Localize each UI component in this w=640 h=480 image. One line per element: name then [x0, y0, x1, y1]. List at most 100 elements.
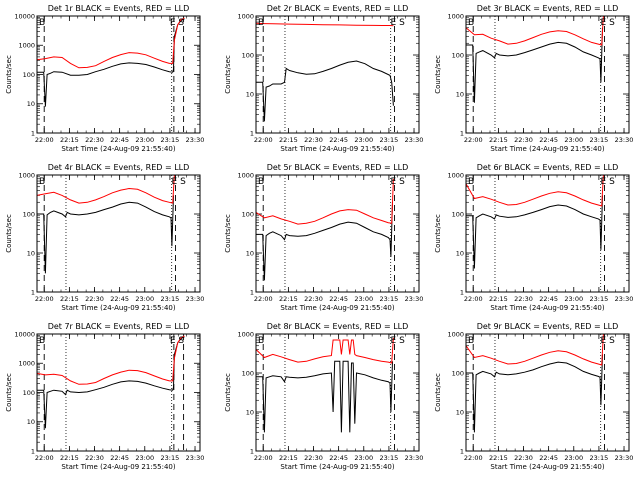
x-tick-label: 23:30	[405, 454, 424, 462]
y-tick-label: 1	[250, 288, 254, 296]
marker-start-label: B	[39, 177, 45, 187]
x-tick-label: 22:15	[489, 295, 508, 303]
marker-start-label: B	[39, 336, 45, 346]
panel-9: Det 9r BLACK = Events, RED = LLD Counts/s…	[434, 322, 633, 471]
x-axis-label: Start Time (24-Aug-09 21:55:40)	[490, 145, 604, 153]
marker-end-label: E S	[391, 18, 406, 28]
series-events-line	[466, 195, 603, 269]
panel-7: Det 7r BLACK = Events, RED = LLD Counts/s…	[5, 322, 204, 471]
x-tick-label: 22:45	[539, 295, 558, 303]
series-lld-line	[465, 333, 604, 366]
x-tick-label: 23:15	[380, 454, 399, 462]
x-tick-label: 22:15	[60, 136, 79, 144]
x-tick-label: 23:30	[405, 136, 424, 144]
marker-end-label: E S	[601, 177, 616, 187]
x-tick-label: 23:15	[380, 136, 399, 144]
y-tick-label: 100	[242, 51, 254, 59]
x-tick-label: 22:00	[254, 454, 273, 462]
marker-end-label: E S	[391, 177, 406, 187]
y-axis-label: Counts/sec	[434, 373, 442, 412]
marker-start-label: B	[258, 177, 264, 187]
y-tick-label: 10	[27, 418, 35, 426]
x-axis-label: Start Time (24-Aug-09 21:55:40)	[61, 145, 175, 153]
x-tick-label: 22:30	[514, 295, 533, 303]
x-tick-label: 22:30	[514, 136, 533, 144]
y-tick-label: 100	[452, 51, 464, 59]
x-tick-label: 23:15	[590, 454, 609, 462]
y-tick-label: 10000	[14, 330, 35, 338]
y-tick-label: 100	[452, 210, 464, 218]
y-tick-label: 1000	[447, 330, 464, 338]
x-tick-label: 23:30	[405, 295, 424, 303]
series-lld-line	[465, 174, 604, 207]
y-axis-label: Counts/sec	[224, 373, 232, 412]
x-tick-label: 22:00	[254, 295, 273, 303]
y-tick-label: 10	[246, 90, 254, 98]
plot-frame	[36, 174, 201, 293]
y-tick-label: 10	[456, 90, 464, 98]
plot-frame	[255, 333, 420, 452]
y-tick-label: 1	[250, 129, 254, 137]
marker-start-label: B	[39, 18, 45, 28]
series-lld-line	[255, 337, 394, 364]
x-tick-label: 22:45	[110, 136, 129, 144]
plot-frame	[465, 333, 630, 452]
y-tick-label: 10	[246, 408, 254, 416]
marker-end-label: E S	[391, 336, 406, 346]
x-tick-label: 22:00	[35, 136, 54, 144]
plot-frame	[36, 15, 201, 134]
plot-frame	[465, 15, 630, 134]
panel-3: Det 3r BLACK = Events, RED = LLD Counts/s…	[434, 4, 633, 153]
panel-5: Det 5r BLACK = Events, RED = LLD Counts/s…	[224, 163, 423, 312]
y-tick-label: 1	[460, 447, 464, 455]
plot-frame	[36, 333, 201, 452]
panel-title: Det 2r BLACK = Events, RED = LLD	[267, 4, 409, 13]
plot-frame	[255, 15, 420, 134]
y-tick-label: 1	[31, 129, 35, 137]
series-lld-line	[465, 15, 604, 46]
series-events-line	[37, 18, 185, 107]
panel-2: Det 2r BLACK = Events, RED = LLD Counts/s…	[224, 4, 423, 153]
x-tick-label: 23:15	[380, 295, 399, 303]
x-tick-label: 22:15	[279, 136, 298, 144]
x-axis-label: Start Time (24-Aug-09 21:55:40)	[61, 463, 175, 471]
x-tick-label: 22:00	[35, 295, 54, 303]
x-axis-label: Start Time (24-Aug-09 21:55:40)	[61, 304, 175, 312]
y-tick-label: 1000	[447, 12, 464, 20]
series-lld-line	[255, 178, 394, 225]
series-events-line	[466, 27, 603, 103]
x-tick-label: 22:15	[60, 454, 79, 462]
x-tick-label: 22:00	[464, 136, 483, 144]
x-tick-label: 22:15	[279, 454, 298, 462]
y-tick-label: 100	[23, 71, 35, 79]
marker-start-label: B	[468, 177, 474, 187]
x-tick-label: 22:45	[329, 454, 348, 462]
y-tick-label: 1	[460, 129, 464, 137]
marker-end-label: E S	[601, 336, 616, 346]
x-tick-label: 23:30	[615, 295, 634, 303]
x-tick-label: 22:15	[60, 295, 79, 303]
x-tick-label: 23:00	[354, 454, 373, 462]
y-axis-label: Counts/sec	[5, 373, 13, 412]
series-events-line	[466, 354, 603, 433]
series-lld-line	[255, 22, 394, 27]
x-axis-label: Start Time (24-Aug-09 21:55:40)	[490, 463, 604, 471]
x-tick-label: 22:15	[279, 295, 298, 303]
x-tick-label: 23:00	[135, 454, 154, 462]
y-tick-label: 1000	[237, 171, 254, 179]
series-events-line	[256, 202, 393, 281]
marker-start-label: B	[258, 18, 264, 28]
panel-8: Det 8r BLACK = Events, RED = LLD Counts/s…	[224, 322, 423, 471]
panel-4: Det 4r BLACK = Events, RED = LLD Counts/s…	[5, 163, 204, 312]
series-lld-line	[36, 174, 175, 204]
x-tick-label: 22:30	[85, 454, 104, 462]
marker-end-label: E S	[172, 177, 187, 187]
panel-title: Det 3r BLACK = Events, RED = LLD	[477, 4, 619, 13]
x-tick-label: 23:30	[615, 136, 634, 144]
x-axis-label: Start Time (24-Aug-09 21:55:40)	[280, 463, 394, 471]
y-tick-label: 10	[27, 249, 35, 257]
panel-1: Det 1r BLACK = Events, RED = LLD Counts/s…	[5, 4, 204, 153]
x-tick-label: 22:15	[489, 136, 508, 144]
x-tick-label: 23:15	[161, 136, 180, 144]
